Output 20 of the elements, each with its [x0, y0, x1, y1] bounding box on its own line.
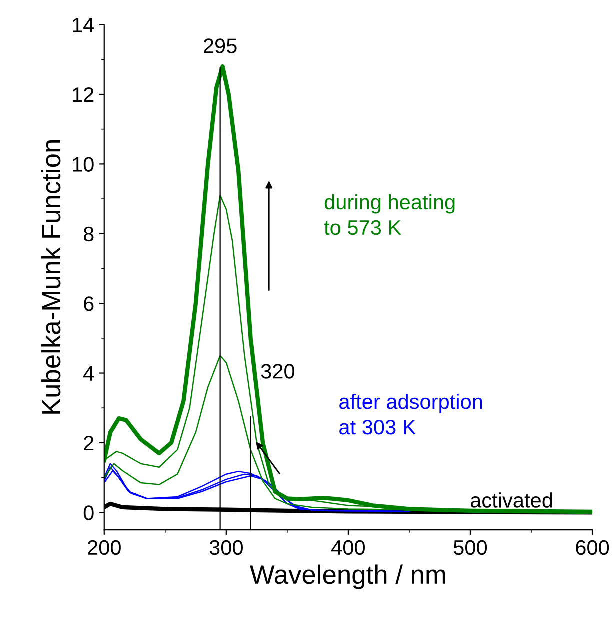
y-tick-label: 14	[73, 18, 94, 32]
y-tick-label: 12	[73, 88, 94, 102]
y-tick-label: 10	[73, 157, 94, 172]
y-tick-label: 4	[84, 366, 94, 381]
annotation: during heating to 573 K	[324, 194, 455, 236]
annotation: after adsorption at 303 K	[340, 394, 482, 435]
x-tick-label: 300	[210, 540, 243, 556]
ref-line-label: 295	[204, 38, 237, 54]
y-tick-label: 6	[84, 296, 94, 312]
x-axis-title: Wavelength / nm	[250, 564, 446, 590]
x-tick-label: 400	[332, 540, 366, 556]
annotation: activated	[470, 492, 552, 508]
x-tick-label: 500	[454, 540, 488, 556]
y-tick-label: 8	[84, 226, 94, 242]
y-axis-title: Kubelka-Munk Function	[41, 140, 61, 414]
y-tick-label: 0	[84, 506, 94, 520]
y-tick-label: 2	[84, 436, 94, 451]
x-tick-label: 600	[576, 540, 610, 556]
x-tick-label: 200	[88, 540, 121, 556]
ref-line-label: 320	[261, 364, 295, 379]
